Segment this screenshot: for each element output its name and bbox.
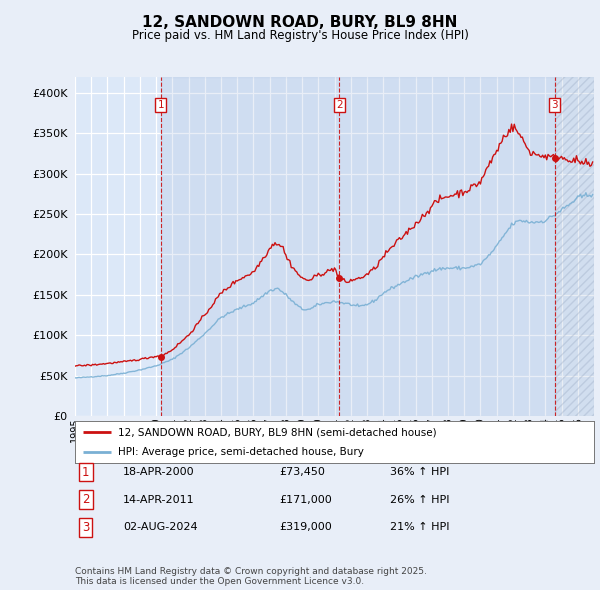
Text: 12, SANDOWN ROAD, BURY, BL9 8HN: 12, SANDOWN ROAD, BURY, BL9 8HN: [142, 15, 458, 30]
Text: 1: 1: [157, 100, 164, 110]
Text: 36% ↑ HPI: 36% ↑ HPI: [390, 467, 449, 477]
Text: 2: 2: [82, 493, 89, 506]
Bar: [555, 77, 594, 416]
Text: £171,000: £171,000: [279, 495, 332, 504]
Text: 21% ↑ HPI: 21% ↑ HPI: [390, 523, 449, 532]
Text: 02-AUG-2024: 02-AUG-2024: [123, 523, 197, 532]
Text: 3: 3: [82, 521, 89, 534]
Text: 26% ↑ HPI: 26% ↑ HPI: [390, 495, 449, 504]
Text: £73,450: £73,450: [279, 467, 325, 477]
Text: Contains HM Land Registry data © Crown copyright and database right 2025.
This d: Contains HM Land Registry data © Crown c…: [75, 567, 427, 586]
Bar: [161, 77, 555, 416]
Text: 18-APR-2000: 18-APR-2000: [123, 467, 194, 477]
Text: 1: 1: [82, 466, 89, 478]
Text: 2: 2: [336, 100, 343, 110]
Text: HPI: Average price, semi-detached house, Bury: HPI: Average price, semi-detached house,…: [118, 447, 364, 457]
Text: 3: 3: [551, 100, 558, 110]
Text: 14-APR-2011: 14-APR-2011: [123, 495, 194, 504]
Text: £319,000: £319,000: [279, 523, 332, 532]
Text: 12, SANDOWN ROAD, BURY, BL9 8HN (semi-detached house): 12, SANDOWN ROAD, BURY, BL9 8HN (semi-de…: [118, 427, 436, 437]
Bar: [555, 77, 594, 416]
Text: Price paid vs. HM Land Registry's House Price Index (HPI): Price paid vs. HM Land Registry's House …: [131, 29, 469, 42]
